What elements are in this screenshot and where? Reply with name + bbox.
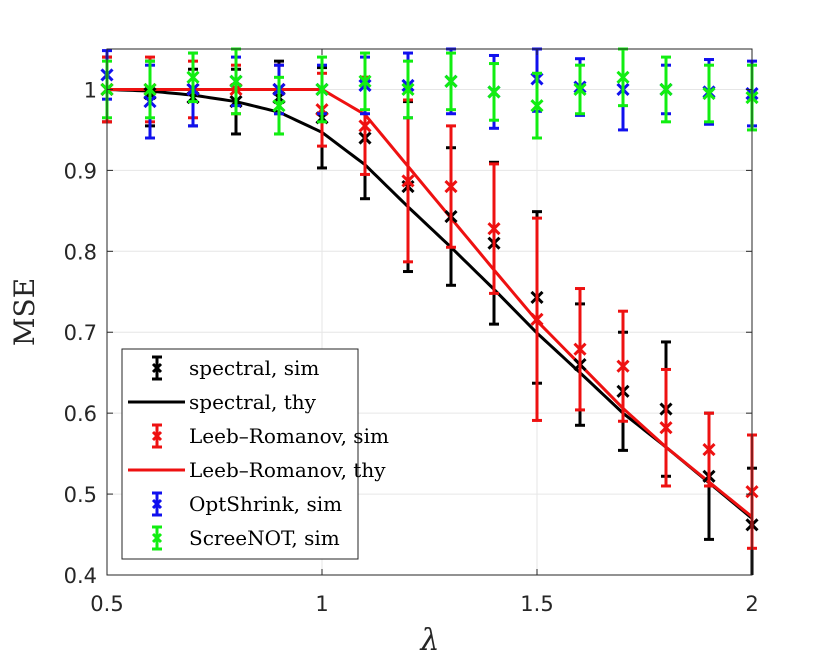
leeb-romanov-sim-point (659, 421, 673, 435)
legend-label: spectral, sim (189, 356, 319, 380)
y-tick-label: 0.9 (64, 159, 97, 183)
screenot-sim-point (186, 70, 200, 84)
series-spectral-thy (106, 87, 753, 520)
legend-box (121, 348, 359, 560)
legend-swatch-marker (151, 498, 163, 510)
legend: spectral, sim spectral, thy Leeb–Romanov, … (121, 348, 389, 560)
leeb-romanov-sim-point (358, 119, 372, 133)
legend-label: OptShrink, sim (189, 492, 342, 516)
leeb-romanov-sim-point (530, 312, 544, 326)
legend-swatch-marker (151, 362, 163, 374)
screenot-sim-point (315, 82, 329, 97)
y-tick-label: 0.4 (64, 564, 97, 588)
x-tick-label: 2 (745, 592, 758, 616)
x-tick-label: 1 (315, 592, 328, 616)
screenot-sim-point (487, 85, 501, 99)
tick-marks (106, 49, 753, 576)
legend-label: Leeb–Romanov, sim (189, 424, 389, 448)
screenot-sim-point (530, 99, 544, 113)
legend-item-leeb-romanov-sim: Leeb–Romanov, sim (151, 423, 389, 449)
legend-swatch-marker (151, 430, 163, 442)
y-tick-label: 0.8 (64, 240, 97, 264)
screenot-sim-point (659, 82, 673, 97)
tick-labels: 0.5 1 1.5 2 0.4 0.5 0.6 0.7 0.8 0.9 1 (64, 78, 759, 616)
legend-item-leeb-romanov-thy: Leeb–Romanov, thy (128, 458, 386, 482)
leeb-romanov-sim-point (573, 342, 587, 356)
spectral-thy-line (106, 87, 753, 520)
series-leeb-romanov-thy (107, 87, 753, 518)
screenot-sim-point (573, 82, 587, 97)
leeb-romanov-sim-point (487, 222, 501, 236)
y-tick-label: 0.7 (64, 321, 97, 345)
y-axis-label: MSE (8, 278, 41, 346)
screenot-sim-point (616, 70, 630, 84)
leeb-romanov-sim-point (702, 443, 716, 457)
axes-box (106, 48, 753, 576)
y-tick-label: 0.6 (64, 402, 97, 426)
leeb-romanov-sim-point (616, 359, 630, 373)
legend-label: spectral, thy (189, 390, 317, 414)
screenot-sim-point (358, 74, 372, 88)
leeb-romanov-sim-point (401, 174, 415, 188)
y-tick-label: 0.5 (64, 483, 97, 507)
legend-item-spectral-thy: spectral, thy (128, 390, 317, 414)
y-tick-label: 1 (84, 78, 97, 102)
legend-item-screenot-sim: ScreeNOT, sim (151, 525, 340, 551)
leeb-romanov-thy-line (107, 87, 753, 518)
leeb-romanov-sim-point (444, 180, 458, 194)
legend-item-spectral-sim: spectral, sim (151, 355, 319, 381)
screenot-sim-point (143, 82, 157, 97)
x-tick-label: 1.5 (520, 592, 553, 616)
legend-label: Leeb–Romanov, thy (189, 458, 386, 482)
screenot-sim-point (229, 74, 243, 88)
legend-item-optshrink-sim: OptShrink, sim (151, 491, 342, 517)
legend-label: ScreeNOT, sim (189, 526, 340, 550)
screenot-sim-point (401, 82, 415, 97)
screenot-sim-point (444, 74, 458, 88)
x-tick-label: 0.5 (90, 592, 123, 616)
screenot-sim-point (272, 99, 286, 113)
x-axis-label: λ (419, 623, 439, 658)
screenot-sim-point (702, 86, 716, 101)
legend-swatch-marker (151, 532, 163, 544)
